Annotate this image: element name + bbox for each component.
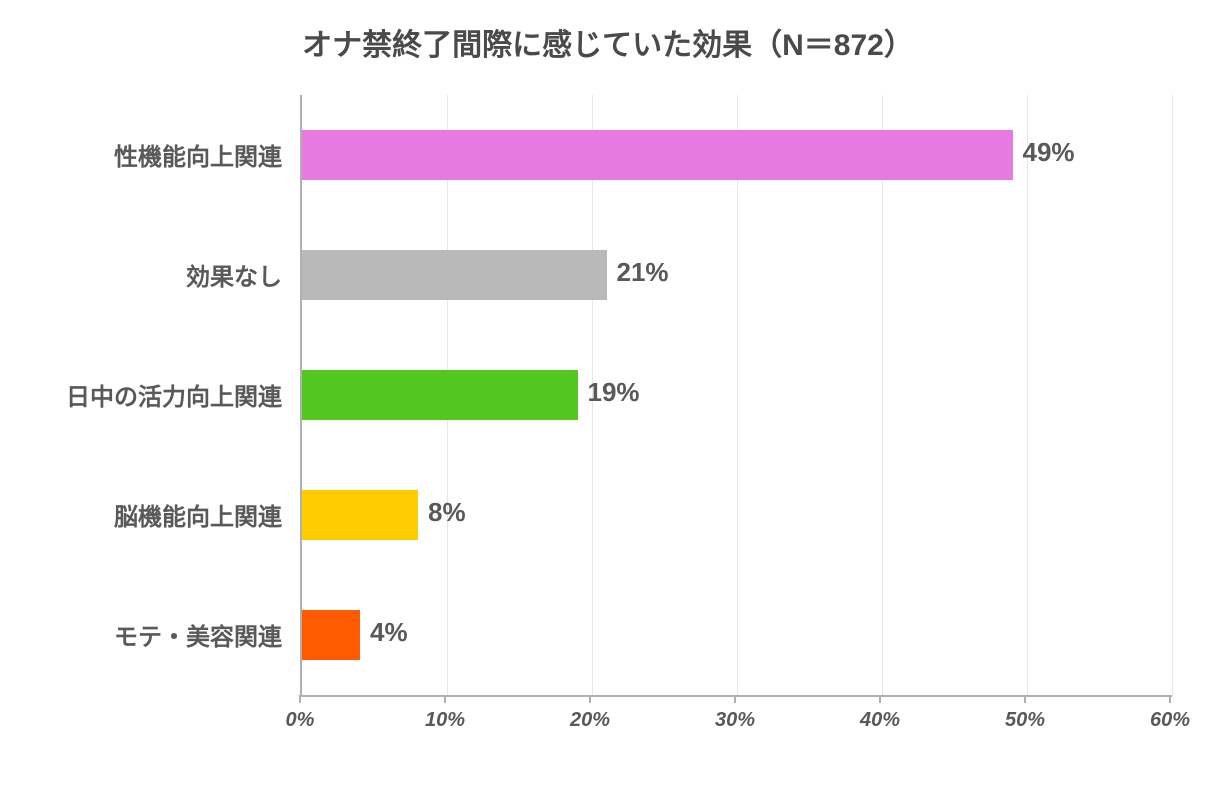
x-tick-label: 30% bbox=[715, 709, 755, 732]
x-tick-mark bbox=[879, 695, 881, 703]
value-label: 8% bbox=[428, 497, 466, 528]
category-label: モテ・美容関連 bbox=[114, 617, 282, 652]
chart-container: オナ禁終了間際に感じていた効果（N＝872） 0% 10% 20% 30% 40% 50%… bbox=[0, 0, 1216, 790]
chart-title: オナ禁終了間際に感じていた効果（N＝872） bbox=[0, 20, 1216, 64]
x-tick-mark bbox=[734, 695, 736, 703]
category-label: 効果なし bbox=[186, 257, 282, 292]
x-tick-label: 60% bbox=[1150, 709, 1190, 732]
x-tick-mark bbox=[1024, 695, 1026, 703]
x-tick-mark bbox=[589, 695, 591, 703]
bar bbox=[302, 370, 578, 420]
category-label: 性機能向上関連 bbox=[114, 137, 282, 172]
bar bbox=[302, 490, 418, 540]
x-tick-label: 20% bbox=[570, 709, 610, 732]
gridline bbox=[882, 95, 883, 695]
x-tick-label: 10% bbox=[425, 709, 465, 732]
category-label: 日中の活力向上関連 bbox=[66, 377, 282, 412]
x-tick-label: 50% bbox=[1005, 709, 1045, 732]
bar bbox=[302, 130, 1013, 180]
gridline bbox=[737, 95, 738, 695]
x-tick-label: 0% bbox=[286, 709, 315, 732]
x-tick-mark bbox=[299, 695, 301, 703]
x-tick-mark bbox=[444, 695, 446, 703]
value-label: 21% bbox=[617, 257, 669, 288]
category-label: 脳機能向上関連 bbox=[114, 497, 282, 532]
x-tick-mark bbox=[1169, 695, 1171, 703]
gridline bbox=[1172, 95, 1173, 695]
x-tick-label: 40% bbox=[860, 709, 900, 732]
gridline bbox=[1027, 95, 1028, 695]
value-label: 4% bbox=[370, 617, 408, 648]
bar bbox=[302, 250, 607, 300]
value-label: 19% bbox=[588, 377, 640, 408]
value-label: 49% bbox=[1023, 137, 1075, 168]
bar bbox=[302, 610, 360, 660]
